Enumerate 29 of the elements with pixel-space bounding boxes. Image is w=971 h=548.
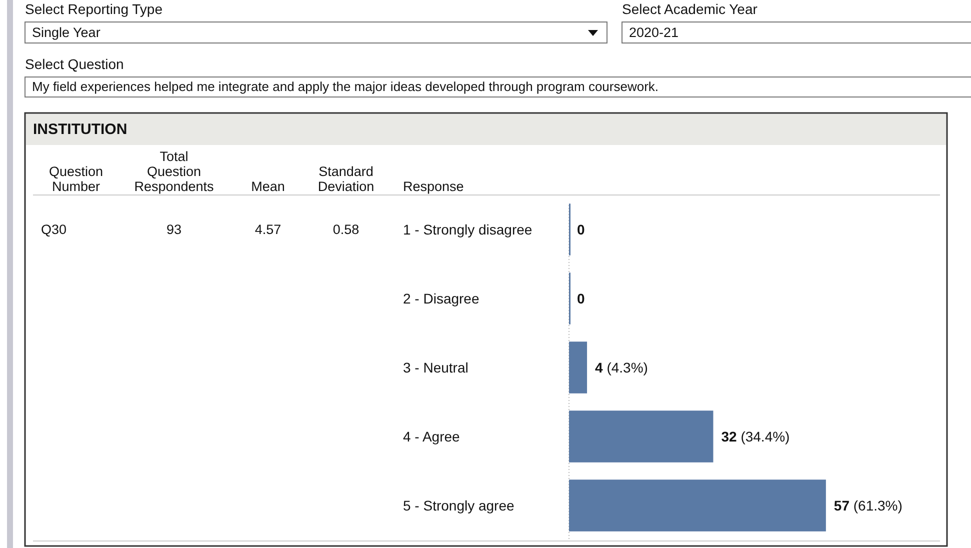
y-tick-label: 5 - Strongly agree	[403, 497, 514, 514]
text: 2020-21	[629, 25, 679, 40]
text: Q30	[41, 222, 67, 237]
data-label: 0	[577, 290, 585, 306]
text: 0.58	[332, 222, 360, 237]
y-tick-label: 1 - Strongly disagree	[403, 221, 532, 238]
text: Question Number	[48, 164, 104, 194]
text: Select Reporting Type	[25, 1, 163, 17]
text: INSTITUTION	[33, 121, 128, 138]
data-label: 32 (34.4%)	[721, 428, 790, 444]
text: Select Academic Year	[622, 1, 758, 17]
data-label: 4 (4.3%)	[595, 359, 648, 376]
y-tick-label: 2 - Disagree	[403, 290, 480, 306]
text: 4.57	[254, 222, 282, 237]
data-label: 0	[577, 221, 585, 238]
bar	[569, 342, 588, 394]
bar	[569, 410, 714, 462]
y-tick-label: 4 - Agree	[403, 428, 460, 444]
text: My field experiences helped me integrate and apply the major ideas developed through program coursework.	[32, 79, 659, 94]
text: Standard Deviation	[318, 164, 374, 194]
y-axis-title: Response	[403, 179, 464, 194]
text: Select Question	[25, 56, 124, 72]
y-tick-label: 3 - Neutral	[403, 359, 468, 376]
bar	[569, 480, 826, 532]
text: 93	[166, 222, 182, 237]
text: Single Year	[32, 25, 101, 40]
text: Mean	[251, 179, 285, 194]
text: Total Question Respondents	[134, 149, 214, 194]
data-label: 57 (61.3%)	[834, 497, 902, 514]
